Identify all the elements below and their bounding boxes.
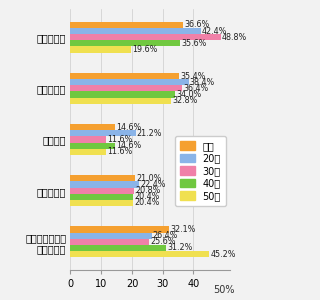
Text: 36.6%: 36.6%	[184, 20, 210, 29]
Bar	[70, 34, 220, 40]
Text: 14.6%: 14.6%	[116, 141, 142, 150]
Bar	[70, 182, 139, 188]
Bar	[70, 22, 183, 28]
Text: 19.6%: 19.6%	[132, 45, 157, 54]
Bar	[70, 136, 106, 142]
Bar	[70, 226, 169, 232]
Text: 35.6%: 35.6%	[181, 39, 206, 48]
Text: 50%: 50%	[213, 285, 235, 296]
Text: 20.4%: 20.4%	[134, 199, 160, 208]
Text: 36.4%: 36.4%	[184, 84, 209, 93]
Text: 14.6%: 14.6%	[116, 123, 142, 132]
Bar	[70, 245, 166, 251]
Bar	[70, 232, 152, 239]
Text: 20.8%: 20.8%	[136, 186, 161, 195]
Text: 22.4%: 22.4%	[140, 180, 166, 189]
Text: 20.4%: 20.4%	[134, 192, 160, 201]
Bar	[70, 188, 134, 194]
Text: 48.8%: 48.8%	[222, 33, 247, 42]
Text: 21.0%: 21.0%	[136, 174, 162, 183]
Bar	[70, 200, 133, 206]
Text: 21.2%: 21.2%	[137, 129, 162, 138]
Bar	[70, 142, 115, 149]
Bar	[70, 98, 171, 104]
Bar	[70, 79, 188, 85]
Text: 31.2%: 31.2%	[168, 244, 193, 253]
Bar	[70, 92, 175, 98]
Legend: 全体, 20代, 30代, 40代, 50代: 全体, 20代, 30代, 40代, 50代	[175, 136, 226, 206]
Text: 11.6%: 11.6%	[107, 135, 132, 144]
Bar	[70, 251, 210, 257]
Bar	[70, 149, 106, 155]
Bar	[70, 175, 135, 182]
Bar	[70, 40, 180, 46]
Bar	[70, 130, 136, 136]
Text: 34.0%: 34.0%	[176, 90, 202, 99]
Text: 38.4%: 38.4%	[190, 78, 215, 87]
Text: 11.6%: 11.6%	[107, 147, 132, 156]
Bar	[70, 73, 179, 79]
Bar	[70, 46, 131, 52]
Text: 45.2%: 45.2%	[211, 250, 236, 259]
Text: 32.8%: 32.8%	[172, 96, 198, 105]
Text: 25.6%: 25.6%	[150, 237, 176, 246]
Bar	[70, 239, 149, 245]
Text: 32.1%: 32.1%	[170, 225, 196, 234]
Bar	[70, 28, 201, 34]
Bar	[70, 194, 133, 200]
Text: 26.4%: 26.4%	[153, 231, 178, 240]
Text: 42.4%: 42.4%	[202, 26, 228, 35]
Text: 35.4%: 35.4%	[180, 71, 206, 80]
Bar	[70, 124, 115, 130]
Bar	[70, 85, 182, 92]
